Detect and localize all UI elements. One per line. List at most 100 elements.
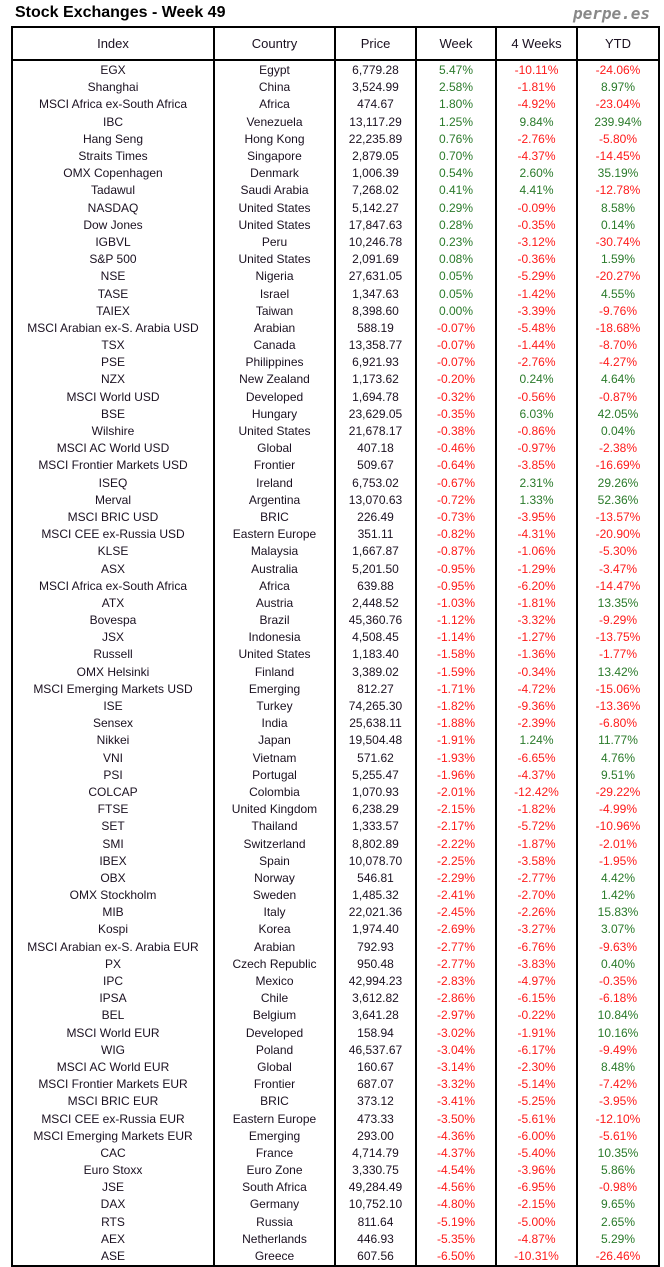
- week-change-cell: 0.05%: [415, 285, 497, 303]
- week-change-cell: -0.95%: [415, 560, 497, 578]
- ytd-change-cell: -30.74%: [576, 233, 660, 252]
- week-change-cell: -0.35%: [415, 405, 497, 423]
- four-week-change-cell: -1.44%: [495, 337, 578, 355]
- price-cell: 1,667.87: [334, 543, 417, 561]
- index-cell: TAIEX: [11, 302, 215, 320]
- price-cell: 6,238.29: [334, 801, 417, 819]
- week-change-cell: 5.47%: [415, 60, 497, 80]
- price-cell: 8,398.60: [334, 302, 417, 320]
- four-week-change-cell: -1.29%: [495, 560, 578, 578]
- table-row: Straits Times Singapore 2,879.05 0.70% -4.37…: [11, 147, 660, 166]
- ytd-change-cell: -24.06%: [576, 60, 660, 80]
- ytd-change-cell: -3.95%: [576, 1093, 660, 1111]
- stock-exchanges-table: Index Country Price Week 4 Weeks YTD EGX…: [11, 26, 660, 1267]
- week-change-cell: -2.77%: [415, 938, 497, 956]
- ytd-change-cell: 4.76%: [576, 749, 660, 767]
- ytd-change-cell: -5.80%: [576, 130, 660, 148]
- week-change-cell: -0.72%: [415, 491, 497, 509]
- week-change-cell: -1.14%: [415, 629, 497, 647]
- ytd-change-cell: 10.35%: [576, 1144, 660, 1162]
- table-row: Nikkei Japan 19,504.48 -1.91% 1.24% 11.77%: [11, 732, 660, 750]
- price-cell: 588.19: [334, 319, 417, 337]
- price-cell: 607.56: [334, 1247, 417, 1267]
- week-change-cell: -0.32%: [415, 388, 497, 406]
- country-cell: United States: [213, 422, 336, 441]
- index-cell: MSCI Frontier Markets EUR: [11, 1076, 215, 1094]
- four-week-change-cell: -0.36%: [495, 251, 578, 269]
- ytd-change-cell: -13.57%: [576, 508, 660, 527]
- four-week-change-cell: 1.33%: [495, 491, 578, 509]
- price-cell: 42,994.23: [334, 972, 417, 991]
- table-row: IBEX Spain 10,078.70 -2.25% -3.58% -1.95%: [11, 852, 660, 870]
- four-week-change-cell: -5.29%: [495, 268, 578, 286]
- header-week: Week: [415, 26, 497, 61]
- week-change-cell: -2.69%: [415, 921, 497, 939]
- table-row: Hang Seng Hong Kong 22,235.89 0.76% -2.76% -5…: [11, 130, 660, 148]
- price-cell: 950.48: [334, 955, 417, 973]
- four-week-change-cell: -2.26%: [495, 904, 578, 922]
- index-cell: IPC: [11, 972, 215, 991]
- country-cell: Global: [213, 440, 336, 458]
- week-change-cell: -1.58%: [415, 646, 497, 664]
- country-cell: Global: [213, 1058, 336, 1077]
- table-row: PSI Portugal 5,255.47 -1.96% -4.37% 9.51%: [11, 766, 660, 784]
- week-change-cell: 0.76%: [415, 130, 497, 148]
- table-row: BSE Hungary 23,629.05 -0.35% 6.03% 42.05%: [11, 405, 660, 423]
- four-week-change-cell: -1.91%: [495, 1024, 578, 1042]
- index-cell: MSCI Africa ex-South Africa: [11, 577, 215, 595]
- week-change-cell: -0.64%: [415, 457, 497, 475]
- country-cell: Africa: [213, 96, 336, 114]
- ytd-change-cell: 52.36%: [576, 491, 660, 509]
- week-change-cell: -2.83%: [415, 972, 497, 991]
- country-cell: South Africa: [213, 1179, 336, 1197]
- index-cell: ATX: [11, 594, 215, 612]
- ytd-change-cell: -20.27%: [576, 268, 660, 286]
- index-cell: MSCI CEE ex-Russia EUR: [11, 1110, 215, 1128]
- table-row: VNI Vietnam 571.62 -1.93% -6.65% 4.76%: [11, 749, 660, 767]
- country-cell: Singapore: [213, 147, 336, 166]
- index-cell: PX: [11, 955, 215, 973]
- price-cell: 1,347.63: [334, 285, 417, 303]
- index-cell: Shanghai: [11, 79, 215, 97]
- country-cell: Hungary: [213, 405, 336, 423]
- country-cell: Belgium: [213, 1007, 336, 1025]
- country-cell: Greece: [213, 1247, 336, 1267]
- country-cell: Egypt: [213, 60, 336, 80]
- price-cell: 19,504.48: [334, 732, 417, 750]
- price-cell: 7,268.02: [334, 182, 417, 200]
- table-row: JSX Indonesia 4,508.45 -1.14% -1.27% -13.75%: [11, 629, 660, 647]
- week-change-cell: 0.05%: [415, 268, 497, 286]
- price-cell: 1,485.32: [334, 887, 417, 905]
- week-change-cell: -3.02%: [415, 1024, 497, 1042]
- table-row: MSCI Africa ex-South Africa Africa 474.67 1…: [11, 96, 660, 114]
- table-row: PX Czech Republic 950.48 -2.77% -3.83% 0.40%: [11, 955, 660, 973]
- index-cell: MSCI Africa ex-South Africa: [11, 96, 215, 114]
- price-cell: 687.07: [334, 1076, 417, 1094]
- header-row: Index Country Price Week 4 Weeks YTD: [11, 26, 660, 61]
- four-week-change-cell: -0.34%: [495, 663, 578, 681]
- table-row: MSCI Africa ex-South Africa Africa 639.88-…: [11, 577, 660, 595]
- price-cell: 2,879.05: [334, 147, 417, 166]
- price-cell: 473.33: [334, 1110, 417, 1128]
- ytd-change-cell: -2.38%: [576, 440, 660, 458]
- table-row: OMX Copenhagen Denmark 1,006.39 0.54% 2.60% 3…: [11, 165, 660, 183]
- table-row: ATX Austria 2,448.52 -1.03% -1.81% 13.35%: [11, 594, 660, 612]
- index-cell: OMX Helsinki: [11, 663, 215, 681]
- table-row: TASE Israel 1,347.63 0.05% -1.42% 4.55%: [11, 285, 660, 303]
- country-cell: Hong Kong: [213, 130, 336, 148]
- table-row: Merval Argentina 13,070.63 -0.72% 1.33% 52.36…: [11, 491, 660, 509]
- index-cell: Kospi: [11, 921, 215, 939]
- index-cell: TASE: [11, 285, 215, 303]
- week-change-cell: 2.58%: [415, 79, 497, 97]
- week-change-cell: -3.32%: [415, 1076, 497, 1094]
- week-change-cell: -4.56%: [415, 1179, 497, 1197]
- ytd-change-cell: 11.77%: [576, 732, 660, 750]
- index-cell: IGBVL: [11, 233, 215, 252]
- four-week-change-cell: -5.00%: [495, 1213, 578, 1231]
- country-cell: Portugal: [213, 766, 336, 784]
- week-change-cell: -2.41%: [415, 887, 497, 905]
- table-row: SMI Switzerland 8,802.89 -2.22% -1.87% -2.01%: [11, 835, 660, 853]
- price-cell: 812.27: [334, 680, 417, 698]
- country-cell: Finland: [213, 663, 336, 681]
- week-change-cell: -1.12%: [415, 612, 497, 630]
